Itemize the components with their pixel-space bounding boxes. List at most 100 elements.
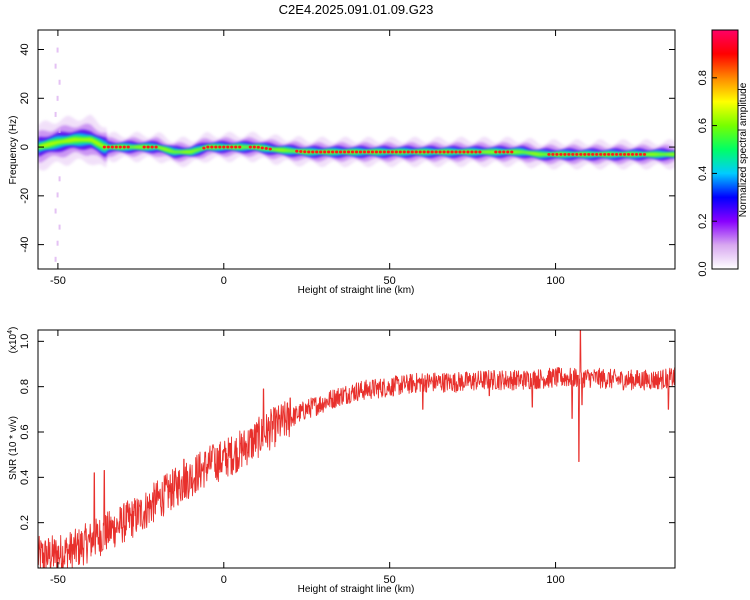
- heatmap-peak-cell: [422, 150, 426, 154]
- heatmap-peak-cell: [434, 150, 438, 154]
- heatmap-peak-cell: [118, 145, 122, 149]
- spectrogram-y-tick-label: 0: [19, 144, 31, 150]
- heatmap-peak-cell: [474, 150, 478, 154]
- spectrogram-x-tick-label: -50: [50, 275, 66, 287]
- heatmap-peak-cell: [579, 152, 583, 156]
- heatmap-peak-cell: [303, 150, 307, 154]
- heatmap-peak-cell: [575, 152, 579, 156]
- heatmap-peak-cell: [402, 150, 406, 154]
- heatmap-peak-cell: [268, 147, 272, 151]
- spectrogram-y-tick-label: -20: [19, 188, 31, 204]
- heatmap-peak-cell: [206, 145, 210, 149]
- heatmap-peak-cell: [611, 152, 615, 156]
- heatmap-peak-cell: [502, 150, 506, 154]
- colorbar-label: Normalized spectral amplitude: [738, 82, 749, 217]
- heatmap-peak-cell: [334, 150, 339, 154]
- heatmap-speckle: [58, 128, 61, 134]
- heatmap-peak-cell: [358, 150, 363, 154]
- heatmap-peak-cell: [350, 150, 355, 154]
- heatmap-speckle: [56, 192, 59, 198]
- heatmap-peak-cell: [110, 145, 114, 149]
- heatmap-speckle: [58, 224, 61, 230]
- heatmap-peak-cell: [418, 150, 422, 154]
- heatmap-peak-cell: [214, 145, 218, 149]
- spectrogram-y-tick-label: 40: [19, 43, 31, 55]
- heatmap-peak-cell: [299, 150, 303, 153]
- heatmap-peak-cell: [442, 150, 446, 154]
- heatmap-speckle: [56, 95, 59, 101]
- heatmap-peak-cell: [230, 145, 234, 149]
- heatmap-peak-cell: [626, 152, 631, 156]
- heatmap-peak-cell: [202, 146, 206, 150]
- heatmap-peak-cell: [414, 150, 418, 154]
- heatmap-peak-cell: [338, 150, 343, 154]
- heatmap-peak-cell: [394, 150, 398, 154]
- heatmap-peak-cell: [319, 150, 323, 154]
- heatmap-peak-cell: [622, 152, 627, 156]
- heatmap-peak-cell: [238, 145, 242, 149]
- heatmap-peak-cell: [450, 150, 454, 154]
- heatmap-peak-cell: [458, 150, 462, 154]
- spectrogram-frame: [37, 29, 676, 270]
- snr-y-axis-label: SNR (10 * v/v): [8, 416, 19, 480]
- spectrogram-x-tick-label: 100: [546, 275, 564, 287]
- heatmap-peak-cell: [390, 150, 394, 154]
- heatmap-peak-cell: [331, 150, 335, 154]
- snr-scale-factor: (x104): [7, 327, 19, 354]
- heatmap-peak-cell: [311, 150, 315, 154]
- heatmap-peak-cell: [374, 150, 379, 154]
- snr-frame: [37, 329, 676, 569]
- heatmap-peak-cell: [466, 150, 470, 154]
- heatmap-speckle: [54, 63, 57, 69]
- heatmap-peak-cell: [354, 150, 359, 154]
- heatmap-peak-cell: [106, 145, 110, 149]
- snr-y-ticks: 0.2 0.4 0.6 0.8 1.0: [19, 334, 675, 530]
- heatmap-peak-cell: [346, 150, 351, 154]
- heatmap-peak-cell: [222, 145, 226, 149]
- heatmap-peak-cell: [454, 150, 458, 154]
- heatmap-peak-cell: [430, 150, 434, 154]
- heatmap-peak-cell: [252, 145, 256, 149]
- heatmap-peak-cell: [342, 150, 347, 154]
- heatmap-speckle: [58, 176, 61, 182]
- heatmap-peak-cell: [323, 150, 327, 154]
- spectrogram-y-ticks: -40 -20 0 20 40: [19, 43, 675, 253]
- spectrogram-y-axis-label: Frequency (Hz): [8, 116, 19, 185]
- heatmap-speckle: [54, 208, 57, 214]
- heatmap-peak-cell: [406, 150, 410, 154]
- snr-scale-exponent: 4: [7, 330, 14, 334]
- heatmap-peak-cell: [386, 150, 390, 154]
- heatmap-peak-cell: [378, 150, 382, 154]
- colorbar: 0.0 0.2 0.4 0.6 0.8 Normalized spectral ampl…: [697, 29, 749, 277]
- snr-x-tick-label: 50: [384, 574, 396, 586]
- heatmap-peak-cell: [567, 152, 571, 156]
- colorbar-tick-label: 0.4: [697, 166, 709, 181]
- heatmap-peak-cell: [307, 150, 311, 154]
- spectrogram-panel: -50 0 50 100 -40 -20 0 20 40 Height of straight…: [8, 29, 676, 296]
- heatmap-peak-cell: [583, 152, 587, 156]
- heatmap-peak-cell: [256, 145, 260, 149]
- heatmap-peak-cell: [607, 152, 611, 156]
- heatmap-peak-cell: [498, 150, 502, 154]
- heatmap-peak-cell: [398, 150, 402, 154]
- heatmap-peak-cell: [642, 152, 647, 156]
- heatmap-peak-cell: [599, 152, 603, 156]
- heatmap-peak-cell: [630, 152, 635, 156]
- spectrogram-y-tick-label: 20: [19, 92, 31, 104]
- heatmap-peak-cell: [587, 152, 591, 156]
- heatmap-peak-cell: [218, 145, 222, 149]
- snr-x-tick-label: 0: [221, 574, 227, 586]
- heatmap-peak-cell: [146, 145, 150, 149]
- heatmap-peak-cell: [555, 152, 559, 156]
- heatmap-band: [38, 137, 675, 156]
- heatmap-peak-cell: [634, 152, 639, 156]
- snr-y-tick-label: 0.2: [19, 515, 31, 530]
- heatmap-speckle: [58, 79, 61, 85]
- heatmap-peak-cell: [506, 150, 510, 154]
- snr-plot-area: [38, 330, 675, 568]
- heatmap-peak-cell: [315, 150, 319, 154]
- heatmap-peak-cell: [470, 150, 474, 154]
- heatmap-peak-cell: [234, 145, 238, 149]
- heatmap-peak-cell: [382, 150, 386, 154]
- spectrogram-x-axis-label: Height of straight line (km): [298, 285, 415, 296]
